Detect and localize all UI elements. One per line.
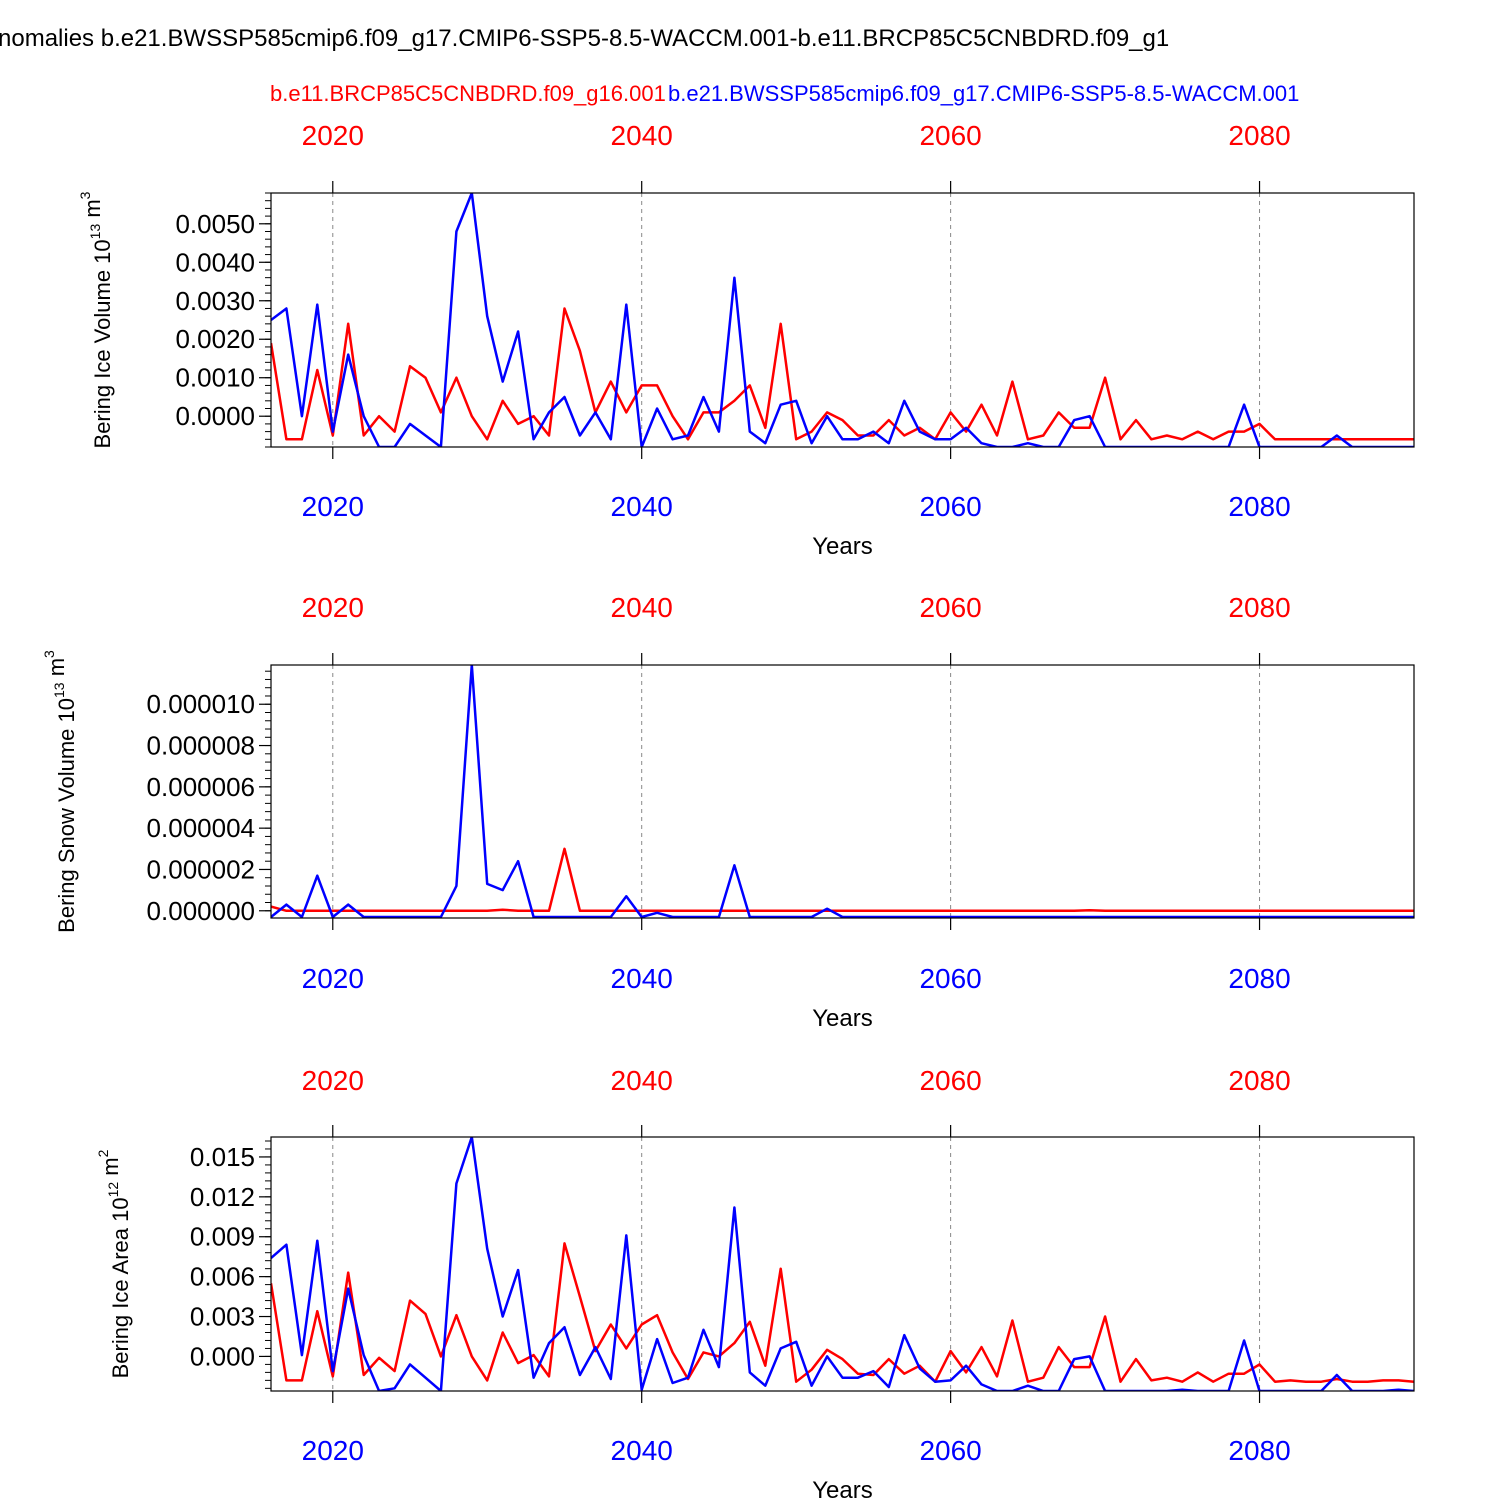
panel-3: 0.000 0.003 0.006 0.009 0.012 0.015 2020 2020 20… xyxy=(95,1065,1415,1500)
x-bottom-tick-label-2060: 2060 xyxy=(919,491,981,522)
y-tick-label: 0.000002 xyxy=(147,854,255,884)
x-top-tick-label-2040: 2040 xyxy=(611,1065,673,1096)
y-tick-label: 0.0010 xyxy=(175,363,255,393)
panels: 0.0000 0.0010 0.0020 0.0030 0.0040 0.0050 2020… xyxy=(41,120,1415,1500)
red-series-line xyxy=(271,1242,1414,1383)
x-axis-label: Years xyxy=(812,1005,873,1032)
x-top-tick-label-2060: 2060 xyxy=(919,120,981,151)
x-bottom-tick-label-2020: 2020 xyxy=(302,1435,364,1466)
x-bottom-tick-label-2040: 2040 xyxy=(611,1435,673,1466)
y-tick-label: 0.003 xyxy=(190,1302,255,1332)
x-axis-label: Years xyxy=(812,1477,873,1500)
legend-blue-series: b.e21.BWSSP585cmip6.f09_g17.CMIP6-SSP5-8… xyxy=(668,81,1299,106)
legend-red-series: b.e11.BRCP85C5CNBDRD.f09_g16.001 xyxy=(270,81,666,106)
x-top-tick-label-2080: 2080 xyxy=(1228,120,1290,151)
panel-2: 0.000000 0.000002 0.000004 0.000006 0.000008… xyxy=(41,592,1415,1032)
x-top-tick-label-2080: 2080 xyxy=(1228,592,1290,623)
x-bottom-tick-label-2080: 2080 xyxy=(1228,491,1290,522)
y-axis-label-3: Bering Ice Area 1012 m2 xyxy=(95,1149,133,1378)
y-tick-label: 0.006 xyxy=(190,1262,255,1292)
x-top-tick-label-2060: 2060 xyxy=(919,1065,981,1096)
x-bottom-tick-label-2080: 2080 xyxy=(1228,1435,1290,1466)
blue-series-line xyxy=(271,193,1414,447)
x-top-tick-label-2060: 2060 xyxy=(919,592,981,623)
x-bottom-tick-label-2020: 2020 xyxy=(302,963,364,994)
panel-1: 0.0000 0.0010 0.0020 0.0030 0.0040 0.0050 2020… xyxy=(77,120,1415,560)
y-tick-label: 0.0040 xyxy=(175,247,255,277)
y-tick-label: 0.015 xyxy=(190,1142,255,1172)
x-top-tick-label-2020: 2020 xyxy=(302,1065,364,1096)
y-tick-label: 0.000 xyxy=(190,1341,255,1371)
y-tick-label: 0.000006 xyxy=(147,772,255,802)
red-series-line xyxy=(271,307,1414,441)
plot-frame xyxy=(270,664,1415,919)
x-bottom-tick-label-2020: 2020 xyxy=(302,491,364,522)
y-tick-label: 0.000008 xyxy=(147,731,255,761)
blue-series-line xyxy=(271,1137,1414,1391)
y-axis-label-1: Bering Ice Volume 1013 m3 xyxy=(77,191,115,448)
x-bottom-tick-label-2040: 2040 xyxy=(611,491,673,522)
y-tick-label: 0.0030 xyxy=(175,286,255,316)
y-tick-label: 0.0050 xyxy=(175,209,255,239)
x-bottom-tick-label-2060: 2060 xyxy=(919,1435,981,1466)
y-tick-label: 0.000000 xyxy=(147,896,255,926)
blue-series-line xyxy=(271,665,1414,918)
x-top-tick-label-2080: 2080 xyxy=(1228,1065,1290,1096)
plot-frame xyxy=(270,192,1415,448)
x-top-tick-label-2020: 2020 xyxy=(302,592,364,623)
x-top-tick-label-2020: 2020 xyxy=(302,120,364,151)
x-bottom-tick-label-2060: 2060 xyxy=(919,963,981,994)
x-top-tick-label-2040: 2040 xyxy=(611,120,673,151)
x-bottom-tick-label-2080: 2080 xyxy=(1228,963,1290,994)
x-top-tick-label-2040: 2040 xyxy=(611,592,673,623)
red-series-line xyxy=(271,847,1414,913)
plot-frame xyxy=(270,1136,1415,1392)
figure-title: nomalies b.e21.BWSSP585cmip6.f09_g17.CMI… xyxy=(0,25,1169,52)
y-tick-label: 0.000004 xyxy=(147,813,255,843)
y-tick-label: 0.009 xyxy=(190,1222,255,1252)
y-tick-label: 0.0020 xyxy=(175,324,255,354)
x-axis-label: Years xyxy=(812,533,873,560)
y-axis-label-2: Bering Snow Volume 1013 m3 xyxy=(41,650,79,933)
y-tick-label: 0.000010 xyxy=(147,689,255,719)
y-tick-label: 0.012 xyxy=(190,1182,255,1212)
y-tick-label: 0.0000 xyxy=(175,401,255,431)
x-bottom-tick-label-2040: 2040 xyxy=(611,963,673,994)
